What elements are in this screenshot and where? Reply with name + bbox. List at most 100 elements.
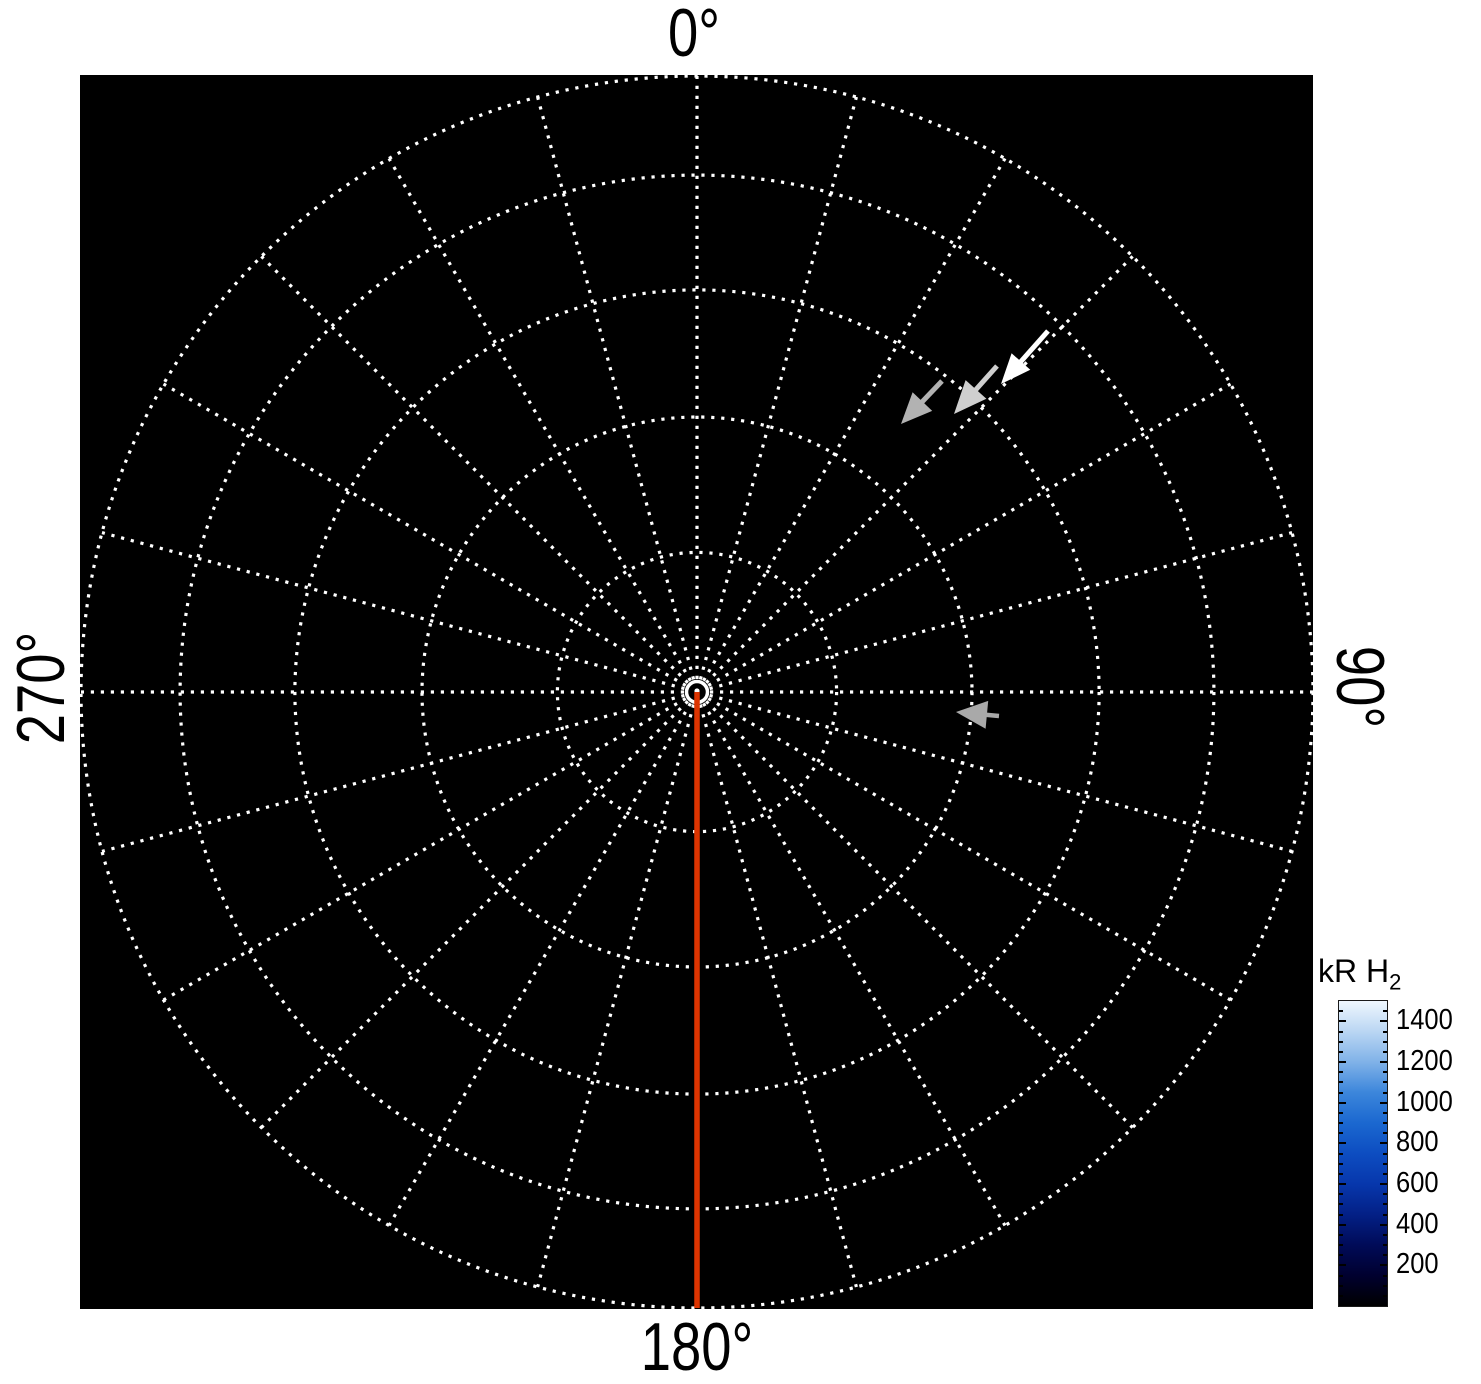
colorbar-minor-tick-right <box>1383 1244 1387 1246</box>
colorbar: kR H2 1400 1200 1000 800 600 400 200 <box>1318 953 1481 1323</box>
colorbar-tick-label-1000: 1000 <box>1396 1085 1453 1118</box>
angle-label-180deg: 180° <box>640 1309 754 1384</box>
colorbar-minor-tick-left <box>1339 1122 1343 1124</box>
colorbar-minor-tick-right <box>1383 1172 1387 1175</box>
grid-meridian-60deg <box>707 382 1232 687</box>
grid-meridian-210deg <box>387 702 692 1227</box>
colorbar-minor-tick-right <box>1383 1274 1387 1277</box>
grid-meridian-150deg <box>702 702 1007 1227</box>
grid-meridian-75deg <box>709 531 1293 691</box>
colorbar-minor-tick-left <box>1339 1081 1343 1084</box>
colorbar-minor-tick-left <box>1339 1274 1343 1277</box>
arrow-gray-head <box>901 392 933 424</box>
colorbar-minor-tick-left <box>1339 1111 1343 1114</box>
colorbar-minor-tick-left <box>1339 1152 1343 1155</box>
colorbar-minor-tick-left <box>1339 1091 1343 1094</box>
arrow-white-head <box>1001 353 1031 384</box>
colorbar-minor-tick-left <box>1339 1132 1343 1135</box>
grid-meridian-30deg <box>702 157 1007 682</box>
colorbar-minor-tick-left <box>1339 1254 1343 1257</box>
grid-meridian-195deg <box>536 704 696 1288</box>
arrow-white-shaft <box>1016 329 1050 367</box>
colorbar-major-tick-left <box>1339 1183 1346 1185</box>
colorbar-major-tick-left <box>1339 1101 1346 1104</box>
grid-meridian-315deg <box>260 255 689 684</box>
colorbar-minor-tick-left <box>1339 1040 1343 1043</box>
colorbar-tick-label-800: 800 <box>1396 1126 1439 1159</box>
arrow-light-gray-head <box>954 380 987 414</box>
colorbar-major-tick-right <box>1380 1142 1387 1145</box>
angle-label-90deg: 90° <box>1322 645 1398 729</box>
grid-circle-10deg <box>555 550 839 834</box>
colorbar-minor-tick-right <box>1383 1010 1387 1013</box>
grid-meridian-345deg <box>536 96 696 680</box>
grid-meridian-15deg <box>698 96 858 680</box>
colorbar-major-tick-left <box>1339 1264 1346 1267</box>
colorbar-title-subscript: 2 <box>1389 969 1402 995</box>
colorbar-tick-label-1400: 1400 <box>1396 1004 1453 1037</box>
colorbar-minor-tick-left <box>1339 1162 1343 1165</box>
grid-meridian-285deg <box>101 531 685 691</box>
colorbar-minor-tick-right <box>1383 1162 1387 1165</box>
colorbar-minor-tick-left <box>1339 1071 1343 1074</box>
colorbar-tick-label-200: 200 <box>1396 1248 1439 1281</box>
angle-label-0deg: 0° <box>667 0 721 71</box>
colorbar-minor-tick-right <box>1383 1091 1387 1094</box>
colorbar-minor-tick-right <box>1383 1203 1387 1206</box>
angle-label-270deg: 270° <box>3 631 79 745</box>
colorbar-title: kR H2 <box>1318 953 1401 995</box>
colorbar-major-tick-right <box>1380 1264 1387 1267</box>
colorbar-minor-tick-right <box>1383 1030 1387 1033</box>
colorbar-minor-tick-right <box>1383 1111 1387 1114</box>
grid-meridian-300deg <box>162 382 687 687</box>
colorbar-minor-tick-left <box>1339 1172 1343 1175</box>
colorbar-major-tick-right <box>1380 1020 1387 1023</box>
grid-meridian-255deg <box>101 693 685 853</box>
colorbar-major-tick-left <box>1339 1061 1346 1063</box>
colorbar-major-tick-right <box>1380 1061 1387 1063</box>
colorbar-minor-tick-left <box>1339 1294 1343 1297</box>
colorbar-minor-tick-right <box>1383 1122 1387 1124</box>
colorbar-major-tick-left <box>1339 1020 1346 1023</box>
colorbar-minor-tick-left <box>1339 1010 1343 1013</box>
colorbar-minor-tick-left <box>1339 1233 1343 1236</box>
arrow-gray-shaft <box>917 379 944 407</box>
colorbar-minor-tick-right <box>1383 1233 1387 1236</box>
colorbar-tick-label-600: 600 <box>1396 1167 1439 1199</box>
colorbar-minor-tick-left <box>1339 1203 1343 1206</box>
colorbar-title-text: kR H <box>1318 953 1390 989</box>
grid-meridian-165deg <box>698 704 858 1288</box>
grid-meridian-120deg <box>707 697 1232 1002</box>
colorbar-minor-tick-right <box>1383 1050 1387 1053</box>
colorbar-minor-tick-right <box>1383 1132 1387 1135</box>
colorbar-tick-label-1200: 1200 <box>1396 1045 1453 1077</box>
colorbar-minor-tick-right <box>1383 1284 1387 1287</box>
colorbar-major-tick-left <box>1339 1223 1346 1226</box>
colorbar-minor-tick-left <box>1339 1030 1343 1033</box>
colorbar-major-tick-right <box>1380 1223 1387 1226</box>
grid-meridian-330deg <box>387 157 692 682</box>
colorbar-minor-tick-right <box>1383 1040 1387 1043</box>
colorbar-minor-tick-left <box>1339 1050 1343 1053</box>
colorbar-minor-tick-right <box>1383 1193 1387 1196</box>
colorbar-minor-tick-right <box>1383 1152 1387 1155</box>
grid-meridian-240deg <box>162 697 687 1002</box>
colorbar-minor-tick-left <box>1339 1284 1343 1287</box>
colorbar-minor-tick-right <box>1383 1213 1387 1216</box>
grid-meridian-135deg <box>705 700 1134 1129</box>
arrow-small-gray-head <box>956 700 989 729</box>
colorbar-minor-tick-left <box>1339 1244 1343 1246</box>
colorbar-minor-tick-right <box>1383 1294 1387 1297</box>
colorbar-major-tick-left <box>1339 1142 1346 1145</box>
colorbar-minor-tick-left <box>1339 1213 1343 1216</box>
colorbar-major-tick-right <box>1380 1101 1387 1104</box>
colorbar-minor-tick-right <box>1383 1081 1387 1084</box>
arrow-light-gray-shaft <box>971 364 999 395</box>
colorbar-gradient-bar <box>1338 1000 1388 1307</box>
colorbar-minor-tick-right <box>1383 1071 1387 1074</box>
grid-meridian-105deg <box>709 693 1293 853</box>
colorbar-minor-tick-left <box>1339 1193 1343 1196</box>
colorbar-minor-tick-right <box>1383 1254 1387 1257</box>
